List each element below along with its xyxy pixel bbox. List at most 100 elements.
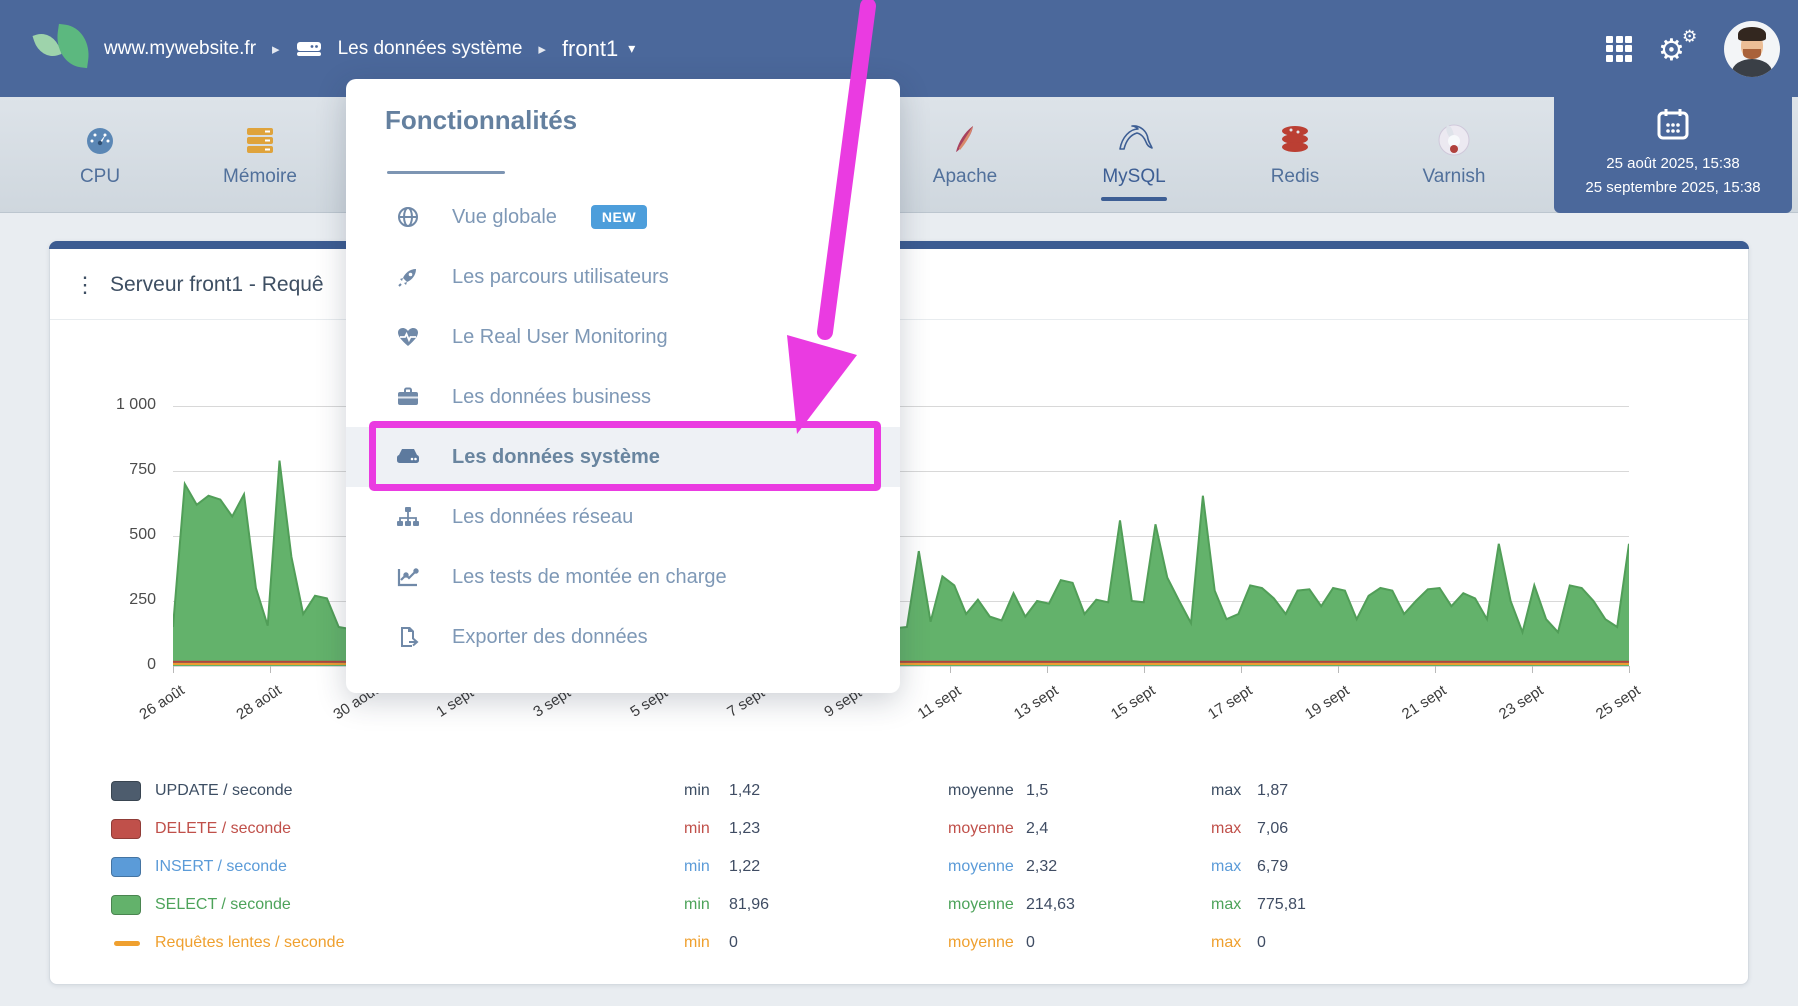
x-axis-tick-label: 19 sept <box>1301 681 1353 724</box>
date-range-to: 25 septembre 2025, 15:38 <box>1585 179 1761 196</box>
legend-series-label[interactable]: INSERT / seconde <box>155 858 287 875</box>
kebab-menu-icon[interactable]: ⋮ <box>74 271 96 297</box>
stat-avg-label: moyenne <box>948 820 1014 837</box>
x-axis-tick <box>173 666 174 673</box>
tab-redis[interactable]: Redis <box>1220 97 1370 213</box>
date-range-picker[interactable]: 25 août 2025, 15:38 25 septembre 2025, 1… <box>1554 97 1792 213</box>
y-axis-tick-label: 250 <box>129 591 156 608</box>
stat-max-value: 6,79 <box>1257 858 1289 875</box>
features-dropdown-menu: Fonctionnalités Vue globale NEW Les parcou… <box>346 79 900 693</box>
legend-color-swatch[interactable] <box>111 857 141 877</box>
briefcase-icon <box>394 384 422 410</box>
gridline <box>173 536 1629 537</box>
legend-color-swatch[interactable] <box>111 895 141 915</box>
mysql-dolphin-icon <box>1114 122 1154 158</box>
avatar-beard <box>1743 48 1761 59</box>
menu-item-label: Les données système <box>452 445 660 468</box>
stat-avg-label: moyenne <box>948 934 1014 951</box>
chevron-down-icon: ▾ <box>628 40 636 56</box>
stat-max-value: 1,87 <box>1257 782 1289 799</box>
heart-pulse-icon <box>394 324 422 350</box>
x-axis-tick-label: 21 sept <box>1398 681 1450 724</box>
stat-min-label: min <box>684 934 710 951</box>
menu-item-label: Vue globale <box>452 205 557 228</box>
stat-avg-value: 2,4 <box>1026 820 1049 837</box>
new-badge: NEW <box>590 205 648 229</box>
legend-series-label[interactable]: DELETE / seconde <box>155 820 292 837</box>
redis-icon <box>1275 122 1315 158</box>
legend-color-swatch[interactable] <box>111 819 141 839</box>
x-axis-tick-label: 25 sept <box>1592 681 1644 724</box>
menu-item-label: Les données réseau <box>452 505 634 528</box>
menu-item-les-parcours-utilisateurs[interactable]: Les parcours utilisateurs <box>346 247 900 307</box>
menu-item-label: Les données business <box>452 385 652 408</box>
menu-item-les-donn-es-business[interactable]: Les données business <box>346 367 900 427</box>
x-axis-tick-label: 26 août <box>136 681 188 724</box>
app-logo[interactable] <box>32 23 93 74</box>
menu-item-label: Le Real User Monitoring <box>452 325 668 348</box>
stat-avg-value: 2,32 <box>1026 858 1058 875</box>
x-axis-tick <box>1240 666 1242 673</box>
stat-max-value: 0 <box>1257 934 1266 951</box>
tab-varnish[interactable]: Varnish <box>1379 97 1529 213</box>
server-icon <box>296 41 321 56</box>
apps-grid-icon[interactable] <box>1606 35 1632 62</box>
avatar-shirt <box>1732 58 1772 77</box>
breadcrumb: www.mywebsite.fr ▸ Les données système ▸… <box>104 0 635 97</box>
menu-item-exporter-des-donn-es[interactable]: Exporter des données <box>346 607 900 667</box>
legend-series-label[interactable]: SELECT / seconde <box>155 896 291 913</box>
breadcrumb-site[interactable]: www.mywebsite.fr <box>104 37 257 59</box>
tab-cpu[interactable]: CPU <box>25 97 175 213</box>
gridline <box>173 471 1629 472</box>
x-axis-tick <box>949 666 951 673</box>
menu-item-label: Les parcours utilisateurs <box>452 265 669 288</box>
stat-min-label: min <box>684 896 710 913</box>
x-axis-tick <box>270 666 272 673</box>
stat-min-value: 1,42 <box>729 782 761 799</box>
stat-max-label: max <box>1211 858 1242 875</box>
legend-series-label[interactable]: UPDATE / seconde <box>155 782 293 799</box>
tab-label: Mémoire <box>223 166 297 187</box>
chart-line-icon <box>394 564 422 590</box>
tab-mémoire[interactable]: Mémoire <box>185 97 335 213</box>
tab-apache[interactable]: Apache <box>890 97 1040 213</box>
x-axis-tick-label: 23 sept <box>1495 681 1547 724</box>
stat-avg-label: moyenne <box>948 782 1014 799</box>
breadcrumb-separator-icon: ▸ <box>538 40 546 58</box>
tab-label: MySQL <box>1102 166 1166 187</box>
date-range-from: 25 août 2025, 15:38 <box>1606 155 1740 172</box>
file-export-icon <box>394 624 422 650</box>
menu-item-les-tests-de-mont-e-en-charge[interactable]: Les tests de montée en charge <box>346 547 900 607</box>
legend-color-swatch[interactable] <box>111 781 141 801</box>
menu-item-le-real-user-monitoring[interactable]: Le Real User Monitoring <box>346 307 900 367</box>
x-axis-tick <box>1046 666 1048 673</box>
breadcrumb-section[interactable]: Les données système <box>337 37 523 59</box>
menu-item-les-donn-es-syst-me[interactable]: Les données système <box>346 427 900 487</box>
dropdown-title: Fonctionnalités <box>385 105 578 135</box>
stat-max-value: 775,81 <box>1257 896 1306 913</box>
x-axis-tick <box>1629 666 1630 673</box>
stat-max-label: max <box>1211 782 1242 799</box>
server-selector-label: front1 <box>561 35 619 61</box>
logo-leaf-big <box>53 23 93 69</box>
tab-label: CPU <box>79 166 121 187</box>
gridline <box>173 406 1629 407</box>
top-navigation-bar: www.mywebsite.fr ▸ Les données système ▸… <box>0 0 1798 97</box>
user-avatar[interactable] <box>1724 20 1780 77</box>
menu-item-les-donn-es-r-seau[interactable]: Les données réseau <box>346 487 900 547</box>
stat-min-value: 1,22 <box>729 858 761 875</box>
server-selector[interactable]: front1 ▾ <box>562 36 635 62</box>
x-axis-tick-label: 15 sept <box>1107 681 1159 724</box>
legend-dash-swatch[interactable] <box>114 941 140 946</box>
settings-gears-icon[interactable]: ⚙ ⚙ <box>1658 26 1698 67</box>
menu-item-label: Exporter des données <box>452 625 648 648</box>
stat-avg-label: moyenne <box>948 896 1014 913</box>
stat-min-value: 0 <box>729 934 738 951</box>
tab-mysql[interactable]: MySQL <box>1059 97 1209 213</box>
dropdown-title-underline <box>387 171 505 174</box>
menu-item-label: Les tests de montée en charge <box>452 565 727 588</box>
breadcrumb-separator-icon: ▸ <box>272 40 280 58</box>
tab-label: Redis <box>1270 166 1320 187</box>
legend-series-label[interactable]: Requêtes lentes / seconde <box>155 934 345 951</box>
menu-item-vue-globale[interactable]: Vue globale NEW <box>346 187 900 247</box>
